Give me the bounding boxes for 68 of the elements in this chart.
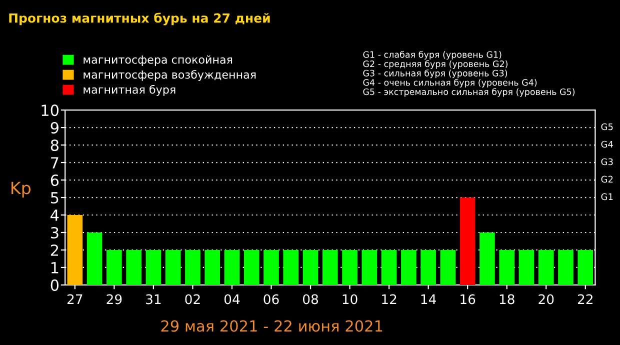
y-tick-label: 3 (50, 226, 58, 239)
legend-label: магнитосфера возбужденная (84, 70, 256, 81)
x-tick-label: 16 (460, 294, 476, 304)
bar (283, 250, 299, 285)
text: G4 - очень сильная буря (уровень G4) (363, 78, 537, 88)
bar (420, 250, 436, 285)
bar (185, 250, 200, 285)
text: G4 (601, 140, 613, 148)
x-tick-label: 18 (500, 294, 514, 304)
x-tick-label: 02 (185, 294, 200, 304)
bar (244, 250, 260, 285)
x-tick-label: 04 (224, 294, 240, 304)
y-tick-label: 5 (51, 192, 58, 204)
bar (224, 250, 240, 285)
text: G1 - слабая буря (уровень G1) (363, 50, 502, 60)
bar (322, 250, 338, 285)
x-tick-label: 10 (342, 294, 358, 304)
legend-label: магнитная буря (84, 84, 176, 96)
y-tick-label: 10 (42, 104, 59, 116)
bar (86, 232, 102, 285)
x-tick-label: 31 (146, 294, 161, 304)
bar (302, 250, 318, 285)
bar (440, 250, 456, 285)
y-tick-label: 1 (52, 262, 58, 274)
x-tick-label: 14 (421, 294, 436, 304)
y-tick-label: 0 (50, 279, 59, 291)
y-tick-label: 2 (50, 244, 58, 256)
bar (460, 198, 476, 285)
y-tick-label: 8 (50, 140, 58, 152)
bar (106, 250, 122, 285)
bar (67, 215, 83, 285)
legend-label: магнитосфера спокойная (84, 55, 232, 66)
y-tick-label: 7 (51, 157, 58, 168)
bar (126, 250, 142, 285)
bar (342, 250, 358, 285)
bar (146, 250, 162, 285)
bar (518, 250, 534, 285)
text: G3 (601, 158, 613, 166)
bar (558, 250, 574, 285)
text: G3 - сильная буря (уровень G3) (363, 70, 508, 78)
bar (204, 250, 220, 285)
y-tick-label: 9 (50, 122, 58, 134)
text: G5 (601, 123, 613, 130)
y-tick-label: 6 (50, 174, 59, 186)
chart-title: Прогноз магнитных бурь на 27 дней (9, 12, 270, 26)
bar (578, 250, 594, 285)
x-tick-label: 27 (67, 294, 82, 304)
bar (480, 232, 495, 285)
bar (499, 250, 515, 285)
text: G2 - средняя буря (уровень G2) (363, 60, 508, 69)
x-tick-label: 22 (578, 294, 592, 304)
bar (165, 250, 181, 285)
bar (362, 250, 378, 285)
x-tick-label: 12 (382, 294, 396, 304)
x-tick-label: 20 (538, 294, 554, 304)
x-tick-label: 29 (106, 294, 122, 304)
y-tick-label: 4 (50, 210, 59, 221)
text: G2 (601, 176, 613, 183)
y-axis-title: Kp (12, 182, 30, 198)
bar (381, 250, 397, 285)
x-tick-label: 06 (264, 294, 279, 304)
x-tick-label: 08 (302, 294, 318, 304)
text: G5 - экстремально сильная буря (уровень G5) (363, 88, 575, 97)
x-axis-title: 29 мая 2021 - 22 июня 2021 (161, 320, 382, 332)
text: G1 (601, 193, 613, 200)
bar (401, 250, 416, 285)
bar (264, 250, 279, 285)
bar (538, 250, 554, 285)
